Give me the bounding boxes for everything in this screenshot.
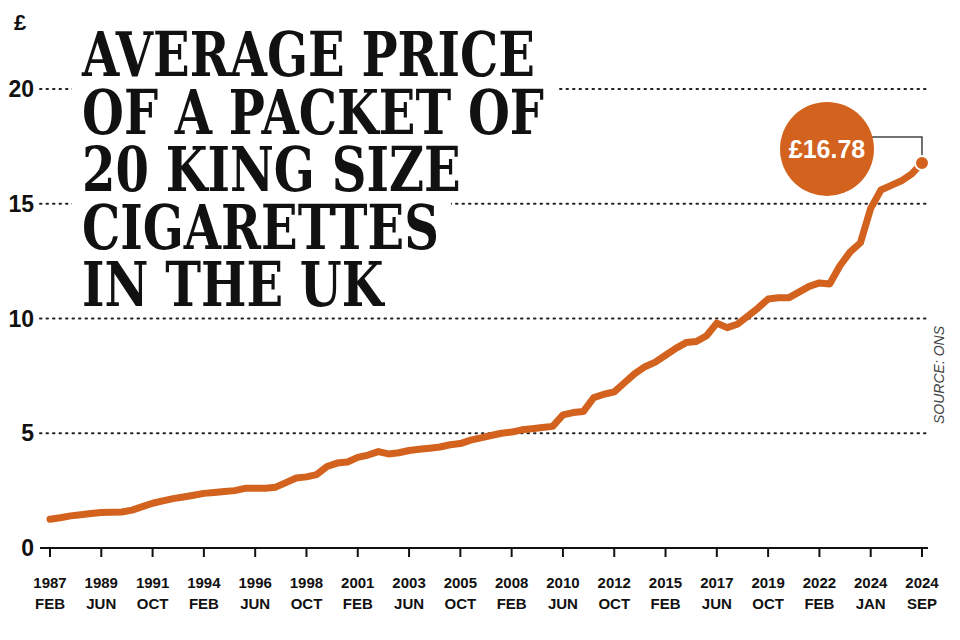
x-tick [665, 548, 667, 557]
x-tick-label: 2012 OCT [598, 574, 631, 612]
x-tick-label-line: 2010 [546, 574, 579, 591]
title: AVERAGE PRICEOF A PACKET OF20 KING SIZEC… [72, 18, 556, 321]
annotation-text: £16.78 [789, 135, 866, 163]
x-tick-label-line: 1991 [136, 574, 169, 591]
x-tick-label: 1989 JUN [85, 574, 118, 612]
price-line [50, 163, 922, 519]
x-tick-label: 2017 JUN [700, 574, 733, 612]
x-tick-label-line: FEB [35, 595, 65, 612]
x-tick-label-line: 2003 [392, 574, 425, 591]
x-tick [152, 548, 154, 557]
x-tick-label-line: 2024 [854, 574, 888, 591]
x-tick [716, 548, 718, 557]
x-tick-label-line: 2019 [751, 574, 784, 591]
y-tick-label: 15 [8, 191, 34, 217]
x-tick-label-line: OCT [752, 595, 784, 612]
x-tick [818, 548, 820, 557]
x-tick-label-line: 2005 [444, 574, 477, 591]
x-tick-label: 2022 FEB [803, 574, 836, 612]
x-tick [562, 548, 564, 557]
annotation-bubble [780, 102, 874, 196]
x-tick-label: 1998 OCT [290, 574, 323, 612]
y-axis-label: £ [14, 10, 27, 35]
x-tick [100, 548, 102, 557]
x-tick-label-line: 1987 [33, 574, 66, 591]
x-tick-label: 2019 OCT [751, 574, 784, 612]
x-tick [511, 548, 513, 557]
x-tick-label-line: OCT [598, 595, 630, 612]
x-tick-label-line: OCT [291, 595, 323, 612]
x-tick-label-line: FEB [804, 595, 834, 612]
x-tick-label-line: 2017 [700, 574, 733, 591]
x-tick [921, 548, 923, 557]
x-tick-label-line: OCT [137, 595, 169, 612]
x-tick-label: 2015 FEB [649, 574, 682, 612]
x-tick-label-line: 1996 [238, 574, 271, 591]
x-tick [357, 548, 359, 557]
x-tick-label-line: 2022 [803, 574, 836, 591]
y-tick-label: 5 [21, 420, 34, 446]
x-tick-label: 2024 JAN [854, 574, 888, 612]
x-tick-label: 2001 FEB [341, 574, 374, 612]
x-tick [459, 548, 461, 557]
x-tick-label-line: 2008 [495, 574, 528, 591]
x-tick-label-line: JAN [856, 595, 886, 612]
title-line: IN THE UK [82, 248, 385, 321]
x-tick-label-line: JUN [548, 595, 578, 612]
y-tick-label: 10 [8, 306, 34, 332]
x-tick-label-line: FEB [343, 595, 373, 612]
x-tick [203, 548, 205, 557]
x-tick-label: 1996 JUN [238, 574, 271, 612]
x-tick-label-line: 1998 [290, 574, 323, 591]
x-tick-label-line: 2012 [598, 574, 631, 591]
x-axis-line [40, 547, 928, 549]
source: SOURCE: ONS [931, 325, 947, 424]
x-tick-label-line: JUN [86, 595, 116, 612]
x-tick-label-line: OCT [445, 595, 477, 612]
x-tick [49, 548, 51, 557]
x-tick-label: 1994 FEB [187, 574, 221, 612]
x-tick-label-line: 1989 [85, 574, 118, 591]
x-tick-label-line: FEB [189, 595, 219, 612]
plot-area [50, 156, 929, 519]
y-tick-label: 20 [8, 76, 34, 102]
x-tick-label: 2010 JUN [546, 574, 579, 612]
x-tick [408, 548, 410, 557]
x-tick [870, 548, 872, 557]
x-tick-label-line: 2024 [905, 574, 939, 591]
x-tick-label-line: JUN [240, 595, 270, 612]
x-tick-label-line: FEB [497, 595, 527, 612]
x-tick-label-line: FEB [651, 595, 681, 612]
x-tick-label: 2003 JUN [392, 574, 425, 612]
x-tick-label: 2005 OCT [444, 574, 477, 612]
x-tick [767, 548, 769, 557]
x-tick-label-line: JUN [702, 595, 732, 612]
y-tick-label: 0 [21, 535, 34, 561]
x-tick-label: 2008 FEB [495, 574, 528, 612]
chart: 05101520£1987FEB1989JUN1991OCT1994FEB199… [0, 0, 960, 640]
x-tick-label-line: 2015 [649, 574, 682, 591]
x-tick [613, 548, 615, 557]
x-tick-label-line: SEP [907, 595, 937, 612]
x-tick-label: 2024 SEP [905, 574, 939, 612]
end-point [915, 156, 929, 170]
x-tick [254, 548, 256, 557]
x-tick-label-line: 1994 [187, 574, 221, 591]
x-tick-label-line: 2001 [341, 574, 374, 591]
x-tick-label: 1991 OCT [136, 574, 169, 612]
x-tick [305, 548, 307, 557]
annotation-connector [870, 137, 922, 155]
x-tick-label-line: JUN [394, 595, 424, 612]
x-tick-label: 1987 FEB [33, 574, 66, 612]
